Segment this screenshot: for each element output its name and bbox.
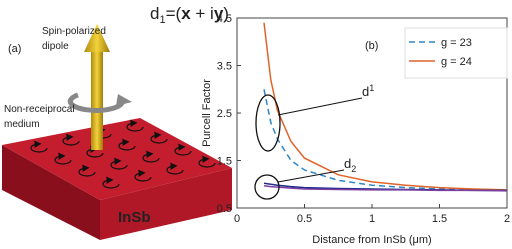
swirl	[126, 119, 144, 132]
formula-part: + i	[191, 4, 214, 23]
annotation-text: d	[344, 156, 351, 171]
dipole-shaft	[91, 50, 103, 150]
medium-label: medium	[4, 119, 40, 130]
y-tick-label: 4.5	[217, 13, 232, 25]
swirl	[142, 150, 160, 163]
formula-sub: 1	[159, 14, 165, 26]
y-tick-label: 0.5	[217, 203, 232, 215]
annotation-pointer	[277, 169, 345, 183]
dipole-head	[84, 24, 110, 52]
swirl	[150, 131, 168, 144]
y-tick-label: 1.5	[217, 156, 232, 168]
swirl	[198, 155, 216, 168]
highlight-ellipse	[255, 94, 281, 152]
panel-label: (a)	[8, 43, 21, 55]
legend-label: g = 24	[441, 56, 472, 68]
y-axis-label: Purcell Factor	[201, 79, 213, 147]
swirl	[78, 164, 96, 177]
annotation: d2	[344, 156, 356, 174]
swirl	[102, 176, 120, 189]
legend-box	[404, 27, 508, 79]
medium-label: Non-receiprocal	[4, 104, 75, 115]
series-line	[263, 89, 508, 192]
dipole-formula: d1=(x + iy)	[150, 4, 229, 26]
formula-part: y	[214, 4, 224, 23]
slab	[2, 118, 232, 240]
x-axis-label: Distance from InSb (μm)	[312, 234, 431, 246]
slab-front-face	[100, 168, 232, 240]
x-tick-label: 2	[504, 213, 510, 225]
series-line	[263, 184, 508, 192]
annotation-sub: 2	[351, 164, 356, 174]
x-tick-label: 1	[369, 213, 375, 225]
dipole-label: Spin-polarized	[42, 26, 106, 37]
annotation-pointer	[277, 97, 363, 116]
swirls	[30, 119, 216, 189]
plot: 0 0.5 1 1.5 20.51.52.53.54.5g = 23g = 24	[217, 13, 510, 225]
swirl	[110, 157, 128, 170]
swirl	[134, 169, 152, 182]
swirl	[62, 133, 80, 146]
dipole-label: dipole	[42, 41, 69, 52]
slab-left-face	[2, 145, 100, 240]
annotation-text: d	[362, 84, 369, 99]
swirl	[54, 152, 72, 165]
swirl	[166, 162, 184, 175]
panel-label: (b)	[365, 40, 378, 52]
swirl	[86, 145, 104, 158]
x-tick-label: 0.5	[297, 213, 312, 225]
annotation: d1	[362, 83, 374, 99]
x-tick-label: 0	[234, 213, 240, 225]
y-tick-label: 3.5	[217, 61, 232, 73]
legend-label: g = 23	[441, 37, 472, 49]
material-label: InSb	[118, 209, 151, 226]
formula-part: d	[150, 4, 159, 23]
x-tick-label: 1.5	[432, 213, 447, 225]
rotation-arrow-head	[116, 94, 132, 106]
y-tick-label: 2.5	[217, 108, 232, 120]
highlight-ellipse	[254, 174, 280, 200]
rotation-arrow	[67, 92, 125, 113]
swirl	[118, 138, 136, 151]
swirl	[30, 140, 48, 153]
annotation-sub: 1	[369, 83, 374, 93]
formula-part: x	[181, 4, 191, 23]
swirl	[174, 143, 192, 156]
formula-part: =(	[166, 4, 182, 23]
formula-part: )	[223, 4, 229, 23]
